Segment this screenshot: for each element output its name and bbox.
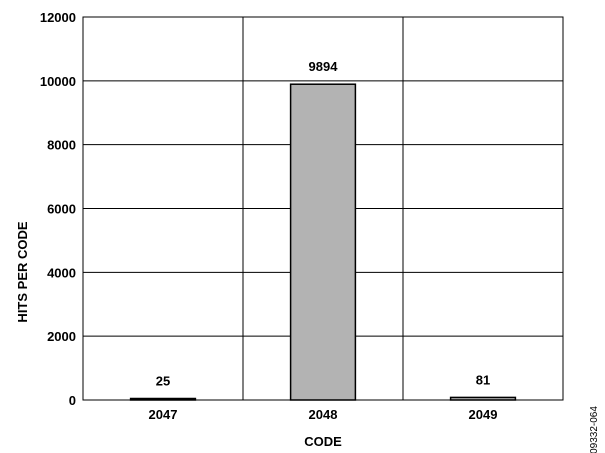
x-tick-label: 2047 xyxy=(149,407,178,422)
y-axis-title: HITS PER CODE xyxy=(15,221,30,322)
y-tick-label: 0 xyxy=(69,393,76,408)
y-axis-ticks: 0 2000 4000 6000 8000 10000 12000 xyxy=(40,10,76,408)
data-label-2048: 9894 xyxy=(309,59,339,74)
y-tick-label: 6000 xyxy=(47,202,76,217)
y-tick-label: 2000 xyxy=(47,329,76,344)
figure-id: 09332-064 xyxy=(589,406,600,453)
bar-2048 xyxy=(289,83,357,401)
x-tick-label: 2048 xyxy=(309,407,338,422)
x-axis-ticks: 2047 2048 2049 xyxy=(149,407,498,422)
x-tick-label: 2049 xyxy=(469,407,498,422)
y-tick-label: 8000 xyxy=(47,138,76,153)
x-axis-title: CODE xyxy=(304,434,342,449)
y-tick-label: 12000 xyxy=(40,10,76,25)
data-label-2047: 25 xyxy=(156,374,170,389)
y-tick-label: 4000 xyxy=(47,265,76,280)
y-tick-label: 10000 xyxy=(40,74,76,89)
plot-frame xyxy=(82,16,564,401)
bars xyxy=(129,83,517,401)
data-label-2049: 81 xyxy=(476,372,490,387)
data-labels: 25 9894 81 xyxy=(156,59,490,388)
